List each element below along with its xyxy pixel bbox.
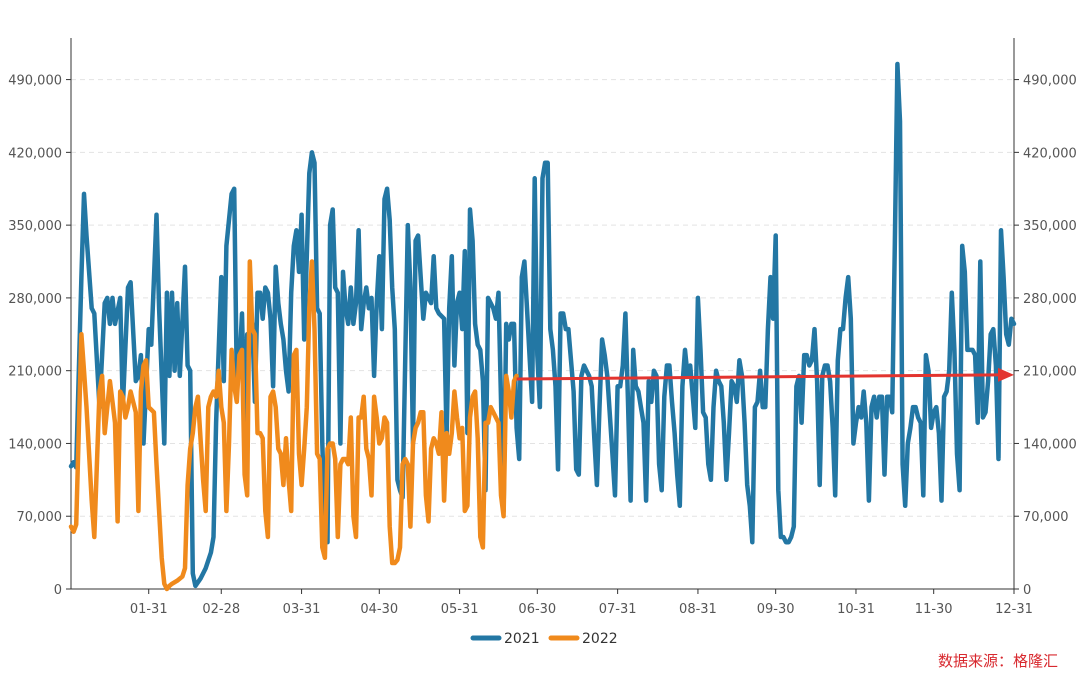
x-tick-label: 01-31 (130, 602, 168, 617)
y-tick-label-right: 140,000 (1023, 437, 1077, 452)
y-tick-label-left: 210,000 (8, 365, 62, 380)
y-axis-left-ticks: 0 70,000 140,000 210,000 280,000 350,000 420,0… (8, 74, 71, 598)
x-tick-label: 11-30 (915, 602, 953, 617)
y-tick-label-right: 280,000 (1023, 292, 1077, 307)
y-tick-label-right: 490,000 (1023, 74, 1077, 89)
y-tick-label-left: 490,000 (8, 74, 62, 89)
y-tick-label-left: 350,000 (8, 219, 62, 234)
y-tick-label-right: 420,000 (1023, 146, 1077, 161)
legend-item-2021[interactable]: 2021 (470, 631, 540, 647)
y-tick-label-left: 70,000 (17, 510, 63, 525)
legend-label-2022: 2022 (582, 631, 618, 647)
x-tick-label: 09-30 (757, 602, 795, 617)
series-layer (68, 61, 1017, 592)
legend: 2021 2022 (470, 631, 618, 647)
y-tick-label-right: 350,000 (1023, 219, 1077, 234)
legend-item-2022[interactable]: 2022 (548, 631, 618, 647)
legend-label-2021: 2021 (504, 631, 540, 647)
x-tick-label: 10-31 (837, 602, 875, 617)
y-tick-label-left: 0 (54, 583, 62, 598)
x-tick-label: 12-31 (995, 602, 1033, 617)
axes (70, 38, 1015, 590)
x-axis-ticks: 01-31 02-28 03-31 04-30 05-31 06-30 07-31 08-31… (130, 589, 1033, 617)
x-tick-label: 08-31 (679, 602, 717, 617)
x-tick-label: 06-30 (518, 602, 556, 617)
trend-arrow (516, 367, 1014, 382)
y-tick-label-right: 210,000 (1023, 365, 1077, 380)
trend-arrow-head (998, 367, 1014, 382)
y-tick-label-right: 70,000 (1023, 510, 1069, 525)
y-tick-label-left: 280,000 (8, 292, 62, 307)
y-axis-right-ticks: 0 70,000 140,000 210,000 280,000 350,000 420,0… (1014, 74, 1077, 598)
y-tick-label-left: 420,000 (8, 146, 62, 161)
y-tick-label-left: 140,000 (8, 437, 62, 452)
series-line-2022 (68, 259, 519, 592)
y-tick-label-right: 0 (1023, 583, 1031, 598)
x-tick-label: 03-31 (283, 602, 321, 617)
x-tick-label: 02-28 (202, 602, 240, 617)
trend-arrow-shaft (516, 373, 1001, 381)
x-tick-label: 07-31 (599, 602, 637, 617)
x-tick-label: 05-31 (441, 602, 479, 617)
source-watermark: 数据来源：格隆汇 (938, 652, 1059, 670)
x-tick-label: 04-30 (360, 602, 398, 617)
series-line-2021 (68, 61, 1017, 589)
